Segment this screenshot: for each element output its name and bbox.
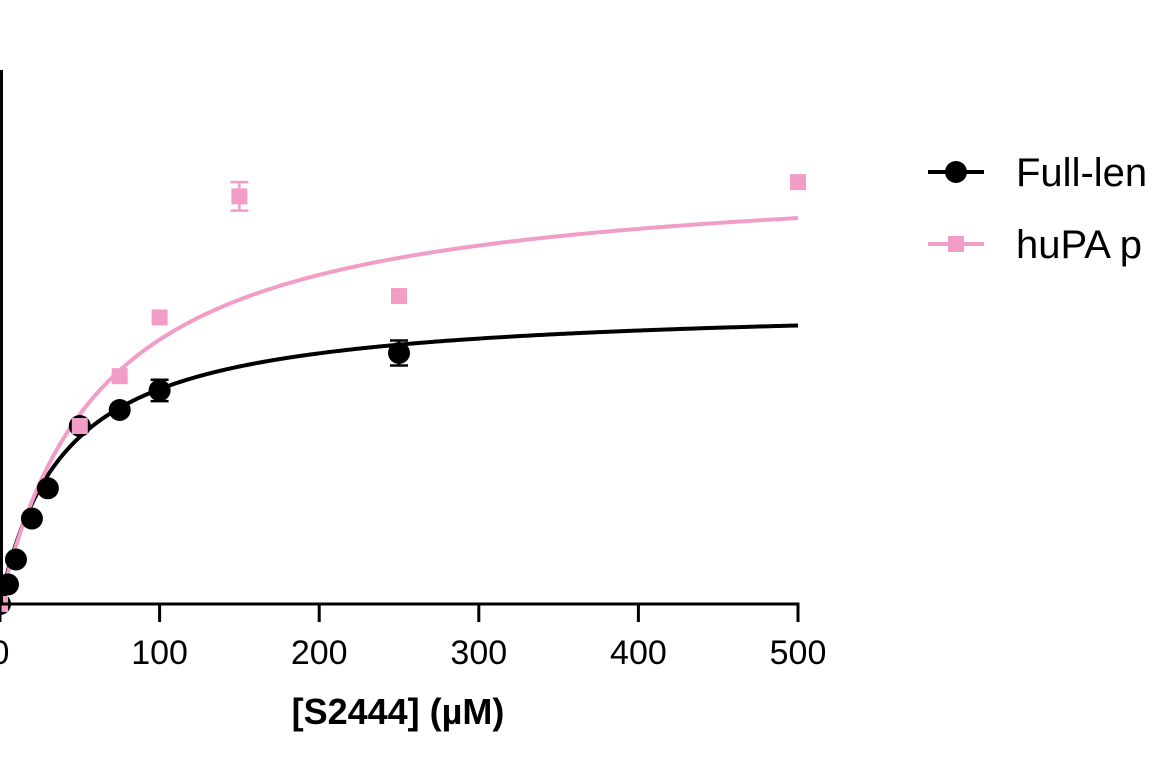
data-points — [0, 174, 806, 615]
x-tick-label: 500 — [770, 634, 827, 672]
legend: Full-len huPA p — [928, 151, 1147, 267]
data-point-square — [231, 188, 248, 205]
legend-label: huPA p — [1016, 223, 1142, 267]
fit-curve-square — [0, 216, 799, 605]
legend-marker-circle — [945, 161, 967, 183]
x-tick-label: 400 — [610, 634, 667, 672]
data-point-circle — [108, 398, 131, 421]
data-point-circle — [36, 477, 59, 500]
legend-label: Full-len — [1016, 151, 1147, 195]
data-point-square — [391, 288, 407, 305]
data-point-square — [71, 418, 88, 434]
data-point-circle — [20, 507, 43, 530]
data-point-circle — [4, 548, 27, 571]
fit-curve-circle — [0, 323, 799, 605]
data-point-square — [790, 174, 806, 191]
axes: 0 100 200 300 400 500 — [0, 70, 826, 672]
x-tick-label: 100 — [131, 634, 188, 672]
data-point-circle — [0, 573, 19, 596]
data-point-square — [111, 368, 128, 385]
x-tick-label: 0 — [0, 634, 9, 672]
x-tick-label: 200 — [291, 634, 348, 672]
data-point-square — [151, 309, 168, 326]
legend-marker-square — [948, 236, 964, 252]
data-point-circle — [148, 379, 171, 402]
x-axis-label: [S2444] (µM) — [292, 691, 505, 732]
x-ticks: 0 100 200 300 400 500 — [0, 604, 826, 672]
data-point-circle — [388, 342, 410, 365]
x-tick-label: 300 — [450, 634, 507, 672]
